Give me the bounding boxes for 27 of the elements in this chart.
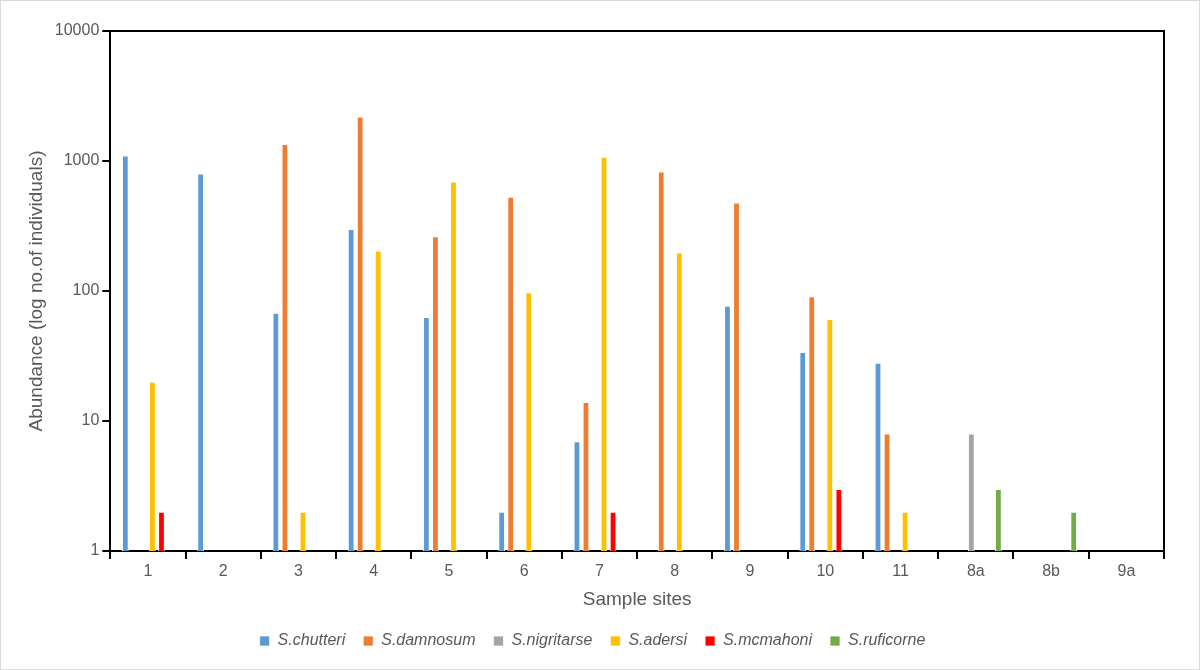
- legend-label: S.nigritarse: [511, 631, 593, 649]
- x-tick-label: 10: [816, 562, 835, 580]
- x-tick-label: 5: [444, 562, 454, 580]
- y-tick-label: 1: [90, 541, 100, 559]
- y-tick-label: 10: [81, 411, 100, 429]
- y-axis-title: Abundance (log no.of individuals): [24, 150, 46, 432]
- legend-label: S.ruficorne: [848, 631, 926, 649]
- x-tick-label: 1: [143, 562, 153, 580]
- x-tick-label: 6: [519, 562, 529, 580]
- y-tick-label: 1000: [63, 151, 100, 169]
- y-tick-label: 10000: [54, 21, 100, 39]
- x-axis-title: Sample sites: [582, 587, 692, 609]
- x-tick-label: 8a: [966, 562, 985, 580]
- x-tick-label: 11: [892, 562, 909, 580]
- x-tick-label: 7: [595, 562, 605, 580]
- x-tick-label: 8: [670, 562, 680, 580]
- legend-label: S.mcmahoni: [723, 631, 813, 649]
- x-tick-label: 8b: [1042, 562, 1061, 580]
- y-tick-label: 100: [72, 281, 100, 299]
- legend-label: S.chutteri: [277, 631, 346, 649]
- x-tick-label: 3: [294, 562, 303, 580]
- legend-label: S.adersi: [628, 631, 688, 649]
- x-tick-label: 9: [745, 562, 755, 580]
- x-tick-label: 2: [218, 562, 228, 580]
- legend-label: S.damnosum: [381, 631, 476, 649]
- x-tick-label: 4: [369, 562, 379, 580]
- x-tick-label: 9a: [1117, 562, 1136, 580]
